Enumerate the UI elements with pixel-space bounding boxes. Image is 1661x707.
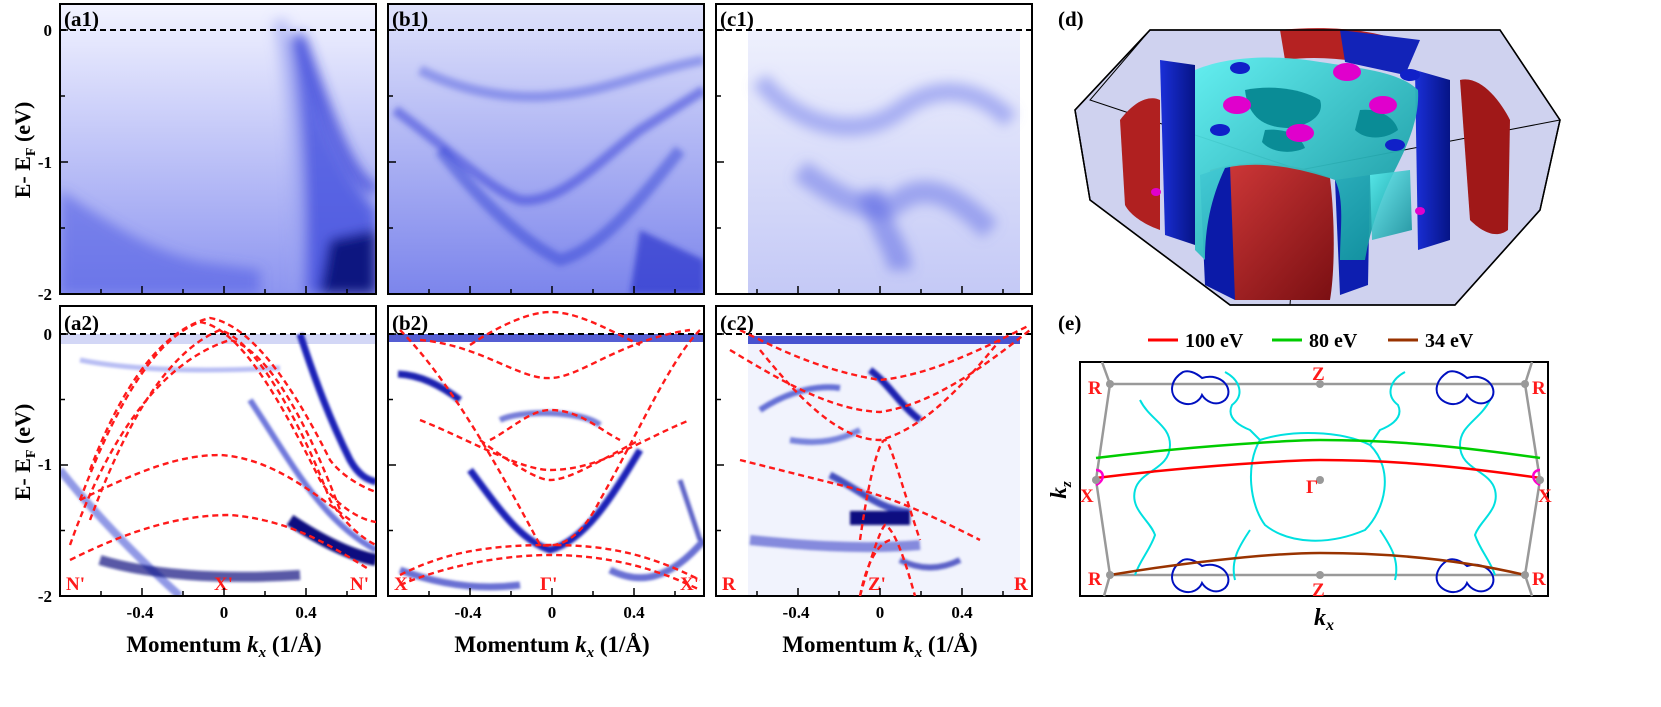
hs-a2-right: N' [350,574,369,595]
xtick-b-2: 0.4 [623,603,645,622]
fs-label-z-bottom: Z [1312,580,1325,601]
label-d: (d) [1058,7,1084,31]
legend-34ev: 34 eV [1425,330,1474,352]
panel-e-fermi-cut: 100 eV 80 eV 34 eV [1046,330,1552,634]
hs-b2-right: X' [680,574,699,595]
panel-b1 [387,3,705,295]
fs-label-r-tr: R [1532,378,1546,399]
label-a2: (a2) [64,311,99,335]
xtick-a-0: -0.4 [127,603,154,622]
hs-c2-right: R [1014,574,1028,595]
xlabel-c: Momentum kx (1/Å) [782,632,977,661]
label-c2: (c2) [720,311,754,335]
fs-label-x-left: X [1080,486,1094,507]
xtick-c-0: -0.4 [783,603,810,622]
xtick-a-1: 0 [220,603,229,622]
panel-d-fermi-surface [1074,28,1561,306]
ytick-bot-1: -1 [38,455,52,474]
panel-b2 [387,305,705,597]
cut-34ev [1109,551,1526,577]
legend-80ev: 80 eV [1309,330,1358,352]
hs-c2-left: R [722,574,736,595]
ylabel-bottom: E- EF (eV) [10,404,39,501]
xlabel-b: Momentum kx (1/Å) [454,632,649,661]
fermi-lines [60,29,1032,335]
dft-bands [68,310,1031,596]
legend-e: 100 eV 80 eV 34 eV [1148,330,1474,352]
ytick-top-1: -1 [38,153,52,172]
xtick-b-0: -0.4 [455,603,482,622]
ytick-bot-2: -2 [38,587,52,606]
cut-80ev [1095,438,1541,460]
fs-axis-kx: kx [1314,605,1334,634]
ytick-top-2: -2 [38,285,52,304]
panel-a1 [59,3,377,295]
label-b2: (b2) [392,311,428,335]
fs-label-r-tl: R [1088,378,1102,399]
hs-c2-mid: Z' [868,574,886,595]
ylabel-top: E- EF (eV) [10,102,39,199]
label-e: (e) [1058,311,1081,335]
fs-label-z-top: Z [1312,364,1325,385]
fs-label-r-bl: R [1088,569,1102,590]
label-c1: (c1) [720,7,754,31]
xtick-a-2: 0.4 [295,603,317,622]
panel-c2 [715,305,1033,597]
xtick-b-1: 0 [548,603,557,622]
xtick-c-1: 0 [876,603,885,622]
fs-label-r-br: R [1532,569,1546,590]
legend-100ev: 100 eV [1185,330,1244,352]
xlabel-a: Momentum kx (1/Å) [126,632,321,661]
fs-axis-kz: kz [1046,481,1075,499]
panel-c1 [715,3,1033,295]
hs-a2-left: N' [66,574,85,595]
fs-label-x-right: X [1538,486,1552,507]
fs-label-gamma: Γ [1306,477,1318,498]
cut-100ev [1095,458,1541,480]
axis-ticks [60,29,1004,597]
hs-b2-left: X' [394,574,413,595]
panel-a2 [59,305,377,597]
xtick-c-2: 0.4 [951,603,973,622]
label-a1: (a1) [64,7,99,31]
ytick-bot-0: 0 [44,325,53,344]
label-b1: (b1) [392,7,428,31]
hs-a2-mid: X' [214,574,233,595]
ytick-top-0: 0 [44,21,53,40]
hs-b2-mid: Γ' [540,574,557,595]
